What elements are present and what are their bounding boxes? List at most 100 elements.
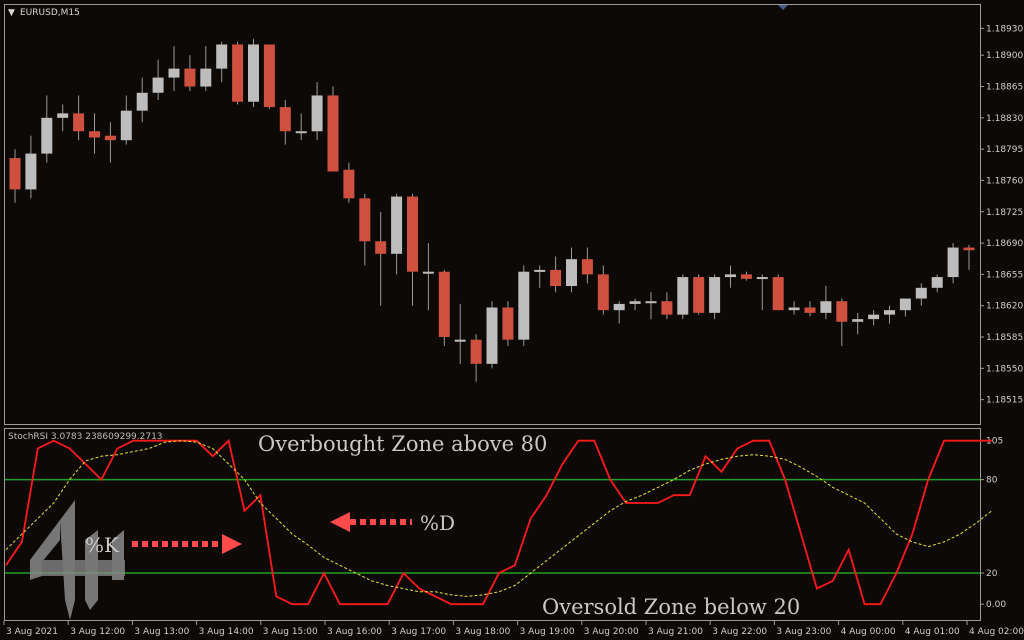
candle-bull [200, 68, 212, 87]
candle-bull [788, 307, 800, 311]
candle-bull [216, 44, 228, 69]
candles-layer [9, 39, 975, 382]
candle-bear [375, 241, 387, 254]
price-axis: 1.18930 1.18900 1.18865 1.18830 1.18795 1.187… [980, 24, 1023, 406]
candle-bull [454, 339, 466, 342]
d-label: %D [420, 511, 455, 535]
candle-bear [438, 271, 450, 338]
candle-bull [820, 301, 832, 313]
candle-bear [502, 307, 514, 340]
time-tick-label: 3 Aug 17:00 [391, 627, 446, 637]
candle-bear [550, 269, 562, 287]
k-label: %K [85, 533, 120, 557]
price-tick-label: 1.18550 [986, 364, 1023, 374]
indicator-tick-label: 0.00 [986, 600, 1006, 610]
price-tick-label: 1.18585 [986, 333, 1023, 343]
candle-bear [661, 301, 673, 315]
candle-bear [597, 274, 609, 311]
candle-bear [693, 277, 705, 313]
candle-bear [804, 307, 816, 313]
d-arrow-icon [330, 512, 412, 532]
candle-bull [486, 307, 498, 364]
time-tick-label: 3 Aug 21:00 [648, 627, 703, 637]
candle-bull [566, 259, 577, 287]
d-series-line [5, 440, 993, 597]
indicator-lines [5, 438, 993, 606]
time-tick-label: 3 Aug 2021 [6, 627, 58, 637]
price-tick-label: 1.18725 [986, 208, 1023, 218]
overbought-annotation: Overbought Zone above 80 [258, 432, 547, 456]
indicator-tick-label: 20 [986, 569, 998, 579]
candle-bull [947, 247, 959, 278]
candle-bull [756, 277, 768, 280]
time-tick-label: 4 Aug 01:00 [905, 627, 960, 637]
candle-bear [9, 158, 21, 190]
candle-bull [915, 287, 927, 299]
price-tick-label: 1.18865 [986, 83, 1023, 93]
candle-bear [89, 131, 100, 138]
time-tick-label: 3 Aug 16:00 [327, 627, 382, 637]
dropdown-arrow-icon[interactable]: ▼ [8, 8, 15, 18]
k-arrow-icon [132, 534, 242, 554]
time-tick-label: 3 Aug 14:00 [199, 627, 254, 637]
time-tick-label: 3 Aug 13:00 [134, 627, 189, 637]
candle-bull [725, 274, 736, 278]
candle-bear [772, 277, 784, 311]
candle-bear [327, 95, 339, 172]
indicator-tick-label: 105 [986, 437, 1003, 447]
price-tick-label: 1.18930 [986, 24, 1023, 34]
time-tick-label: 3 Aug 22:00 [712, 627, 767, 637]
indicator-title: StochRSI 3.0783 238609299.2713 [8, 432, 163, 442]
candle-bear [963, 247, 975, 251]
price-tick-label: 1.18830 [986, 114, 1023, 124]
chart-shift-marker-icon[interactable] [778, 5, 788, 10]
candle-bull [120, 110, 132, 141]
candle-bull [868, 314, 880, 320]
indicator-tick-label: 80 [986, 476, 998, 486]
candle-bull [391, 196, 403, 254]
candle-bear [470, 339, 482, 364]
candle-bull [248, 44, 259, 102]
price-tick-label: 1.18900 [986, 51, 1023, 61]
price-tick-label: 1.18760 [986, 176, 1023, 186]
time-tick-label: 3 Aug 15:00 [263, 627, 318, 637]
candle-bull [677, 277, 689, 315]
oversold-annotation: Oversold Zone below 20 [542, 595, 800, 619]
price-tick-label: 1.18655 [986, 270, 1023, 280]
time-tick-label: 3 Aug 19:00 [520, 627, 575, 637]
candle-bull [136, 92, 148, 111]
candle-bear [581, 259, 593, 275]
candle-bull [41, 117, 53, 154]
candle-bull [295, 131, 307, 134]
candle-bull [168, 68, 180, 78]
candle-bull [613, 303, 625, 311]
candle-bull [931, 277, 943, 288]
symbol-label: EURUSD,M15 [20, 8, 80, 18]
price-tick-label: 1.18690 [986, 239, 1023, 249]
candle-bull [57, 113, 69, 118]
candle-bear [343, 169, 355, 199]
time-axis: 3 Aug 2021 3 Aug 12:00 3 Aug 13:00 3 Aug 14… [3, 621, 1024, 637]
candle-bear [407, 196, 418, 272]
candle-bear [104, 135, 116, 141]
candle-bull [25, 153, 37, 190]
price-tick-label: 1.18620 [986, 302, 1023, 312]
price-tick-label: 1.18515 [986, 396, 1023, 406]
candle-bear [740, 274, 752, 279]
candle-bear [263, 44, 275, 108]
indicator-levels [5, 478, 980, 574]
candle-bull [884, 310, 895, 315]
candle-bull [629, 301, 641, 304]
brand-logo-icon [30, 500, 125, 620]
candle-bull [311, 95, 323, 132]
candle-bull [534, 269, 546, 272]
candle-bear [836, 301, 848, 322]
candle-bull [518, 271, 530, 340]
time-tick-label: 4 Aug 02:00 [969, 627, 1024, 637]
candle-bull [152, 77, 164, 93]
candle-bear [184, 68, 196, 87]
k-series-line [5, 438, 992, 606]
candle-bull [645, 301, 657, 304]
candle-bull [422, 271, 434, 274]
